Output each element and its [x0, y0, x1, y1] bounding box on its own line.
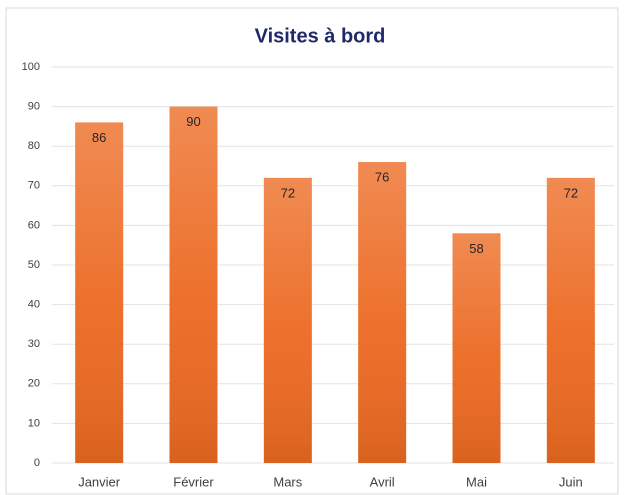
chart-title: Visites à bord	[255, 25, 386, 47]
y-tick-label: 80	[28, 140, 40, 152]
y-tick-label: 100	[22, 61, 40, 73]
data-label: 72	[281, 185, 295, 200]
x-tick-label: Janvier	[78, 474, 121, 489]
y-tick-label: 20	[28, 378, 40, 390]
y-tick-label: 90	[28, 101, 40, 113]
x-tick-label: Mars	[273, 474, 302, 489]
bar-shade	[75, 122, 124, 463]
bar-shade	[169, 106, 218, 463]
data-label: 76	[375, 169, 389, 184]
bar-shade	[546, 177, 595, 463]
y-tick-label: 10	[28, 417, 40, 429]
data-label: 58	[469, 241, 483, 256]
y-tick-label: 50	[28, 259, 40, 271]
bar-shade	[452, 233, 501, 463]
bar-shade	[358, 162, 407, 464]
x-tick-label: Février	[173, 474, 214, 489]
data-label: 72	[564, 185, 578, 200]
bar-shade	[263, 177, 312, 463]
x-tick-label: Juin	[559, 474, 583, 489]
y-tick-label: 60	[28, 219, 40, 231]
y-tick-label: 70	[28, 180, 40, 192]
data-label: 90	[186, 114, 200, 129]
y-tick-label: 30	[28, 338, 40, 350]
y-tick-label: 40	[28, 299, 40, 311]
x-tick-label: Mai	[466, 474, 487, 489]
x-tick-label: Avril	[370, 474, 395, 489]
data-label: 86	[92, 130, 106, 145]
y-tick-label: 0	[34, 457, 40, 469]
